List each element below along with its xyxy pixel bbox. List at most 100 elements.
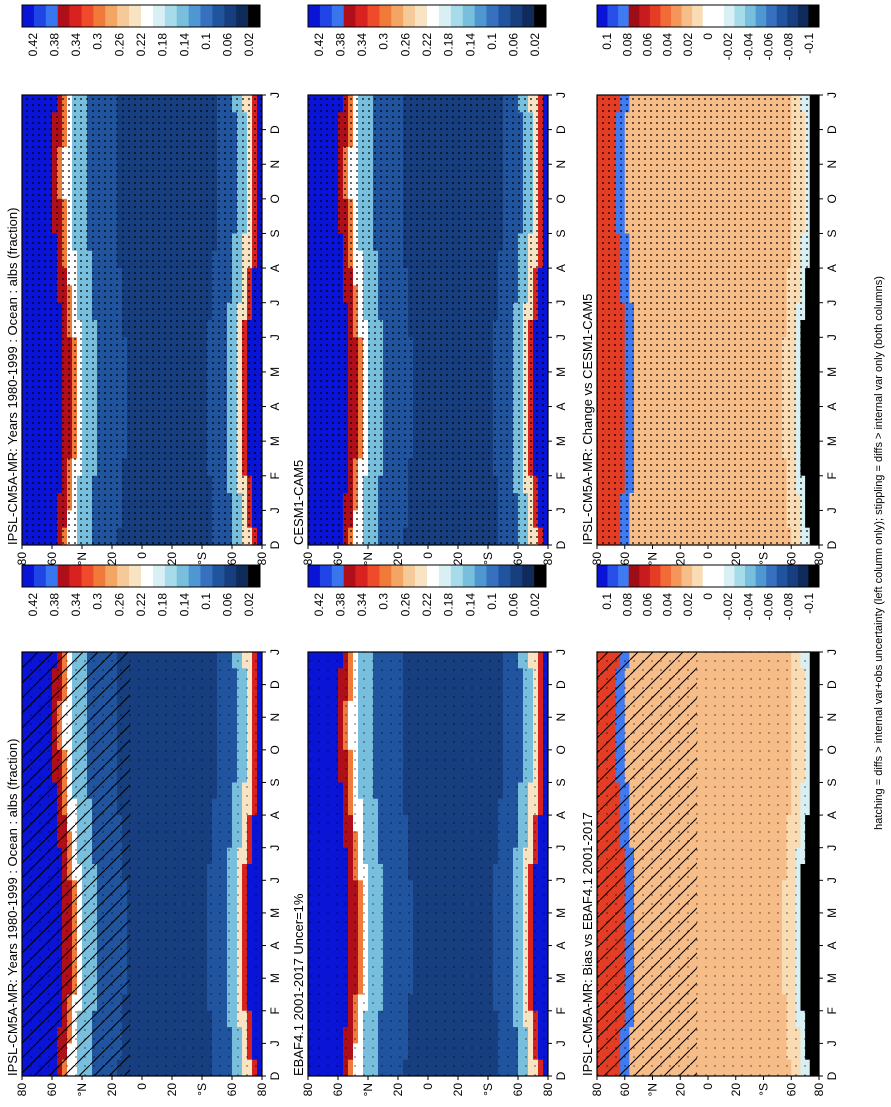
month-tick-label: J (554, 845, 568, 851)
lat-tick-label: 60 (45, 552, 59, 566)
colorbar-swatch (129, 5, 142, 27)
colorbar-swatch (391, 565, 404, 587)
lat-tick-label: 80 (301, 1083, 315, 1097)
colorbar-swatch (93, 5, 106, 27)
month-tick-label: O (554, 745, 568, 754)
month-tick-label: N (554, 713, 568, 722)
lat-tick-label: °S (195, 1083, 209, 1096)
colorbar-tick-label: 0.18 (442, 593, 456, 617)
colorbar-swatch (45, 5, 58, 27)
colorbar-swatch (308, 5, 321, 27)
month-tick-label: D (268, 125, 282, 134)
colorbar-tick-label: 0.42 (312, 593, 326, 617)
colorbar-tick-label: 0.1 (199, 593, 213, 610)
colorbar-tick-label: 0.14 (463, 33, 477, 57)
colorbar-tick-label: 0.14 (463, 593, 477, 617)
colorbar-swatch (33, 5, 47, 27)
month-tick-label: J (554, 877, 568, 883)
month-tick-label: M (554, 973, 568, 983)
colorbar-swatch (164, 565, 177, 587)
colorbar-tick-label: 0.34 (355, 593, 369, 617)
month-tick-label: J (268, 334, 282, 340)
colorbar-frame (21, 4, 261, 28)
month-tick-label: S (554, 778, 568, 786)
lat-tick-label: 60 (225, 552, 239, 566)
month-tick-label: J (554, 649, 568, 655)
colorbar-swatch (248, 565, 261, 587)
colorbar-tick-label: 0.38 (47, 593, 61, 617)
stipple-overlay (22, 652, 262, 1076)
colorbar-swatch (415, 5, 428, 27)
colorbar-tick-label: 0.22 (420, 33, 434, 57)
colorbar-frame (307, 4, 547, 28)
colorbar-tick-label: 0.42 (26, 33, 40, 57)
colorbar-tick-label: 0.18 (442, 33, 456, 57)
colorbar-tick-label: 0.42 (26, 593, 40, 617)
colorbar-swatch (117, 5, 130, 27)
month-tick-label: A (268, 403, 282, 411)
month-tick-label: F (268, 472, 282, 479)
colorbar-swatch (81, 5, 94, 27)
colorbar-tick-label: 0.18 (156, 33, 170, 57)
colorbar-swatch (45, 565, 58, 587)
colorbar-frame (307, 564, 547, 588)
panel-title: IPSL-CM5A-MR: Years 1980-1999 : Ocean : … (5, 208, 20, 545)
colorbar-tick-label: 0.1 (485, 593, 499, 610)
colorbar-swatch (415, 565, 428, 587)
colorbar-swatch (450, 5, 463, 27)
colorbar-swatch (367, 565, 380, 587)
colorbar-swatch (212, 565, 225, 587)
colorbar-tick-label: 0.1 (199, 33, 213, 50)
colorbar-swatch (57, 5, 70, 27)
colorbar-swatch (141, 5, 154, 27)
colorbar-tick-label: 0.26 (112, 33, 126, 57)
month-tick-label: A (554, 811, 568, 819)
lat-tick-label: 20 (165, 1083, 179, 1097)
month-tick-label: S (268, 229, 282, 237)
lat-tick-label: 60 (225, 1083, 239, 1097)
colorbar-tick-label: 0.34 (69, 33, 83, 57)
month-tick-label: A (268, 811, 282, 819)
colorbar-swatch (331, 565, 344, 587)
lat-tick-label: 20 (105, 1083, 119, 1097)
panel-p_ref: 0.42 0.38 0.34 0.3 0.26 0.22 0.18 0.14 0.1 0.06 0.… (291, 4, 568, 565)
colorbar-swatch (188, 565, 201, 587)
month-tick-label: D (554, 680, 568, 689)
stipple-overlay (22, 95, 262, 545)
colorbar-tick-label: 0.26 (398, 593, 412, 617)
month-tick-label: D (268, 540, 282, 549)
colorbar-swatch (176, 565, 189, 587)
colorbar-swatch (69, 565, 82, 587)
colorbar-swatch (308, 565, 321, 587)
lat-tick-label: 60 (45, 1083, 59, 1097)
month-tick-label: D (268, 1071, 282, 1080)
colorbar-swatch (450, 565, 463, 587)
colorbar-tick-label: 0.14 (177, 33, 191, 57)
month-tick-label: M (268, 436, 282, 446)
colorbar-swatch (164, 5, 177, 27)
colorbar-swatch (474, 5, 487, 27)
colorbar-swatch (212, 5, 225, 27)
colorbar-swatch (141, 565, 154, 587)
lat-tick-label: 80 (255, 1083, 269, 1097)
month-tick-label: O (268, 745, 282, 754)
month-tick-label: J (268, 507, 282, 513)
colorbar-swatch (22, 5, 35, 27)
colorbar-swatch (486, 565, 499, 587)
colorbar-tick-label: 0.06 (507, 33, 521, 57)
month-tick-label: J (268, 1040, 282, 1046)
colorbar-swatch (129, 565, 142, 587)
month-tick-label: O (268, 194, 282, 203)
colorbar-swatch (117, 565, 130, 587)
panel-p_mod_left: 0.42 0.38 0.34 0.3 0.26 0.22 0.18 0.14 0.1 0.06 0.… (5, 564, 282, 1097)
colorbar-swatch (510, 5, 523, 27)
colorbar-tick-label: 0.42 (312, 33, 326, 57)
colorbar-swatch (105, 5, 118, 27)
month-tick-label: J (268, 92, 282, 98)
lat-tick-label: 20 (451, 1083, 465, 1097)
colorbar-frame (21, 564, 261, 588)
month-tick-label: M (554, 908, 568, 918)
month-tick-label: D (268, 680, 282, 689)
month-tick-label: J (268, 649, 282, 655)
colorbar-tick-label: 0.02 (242, 33, 256, 57)
